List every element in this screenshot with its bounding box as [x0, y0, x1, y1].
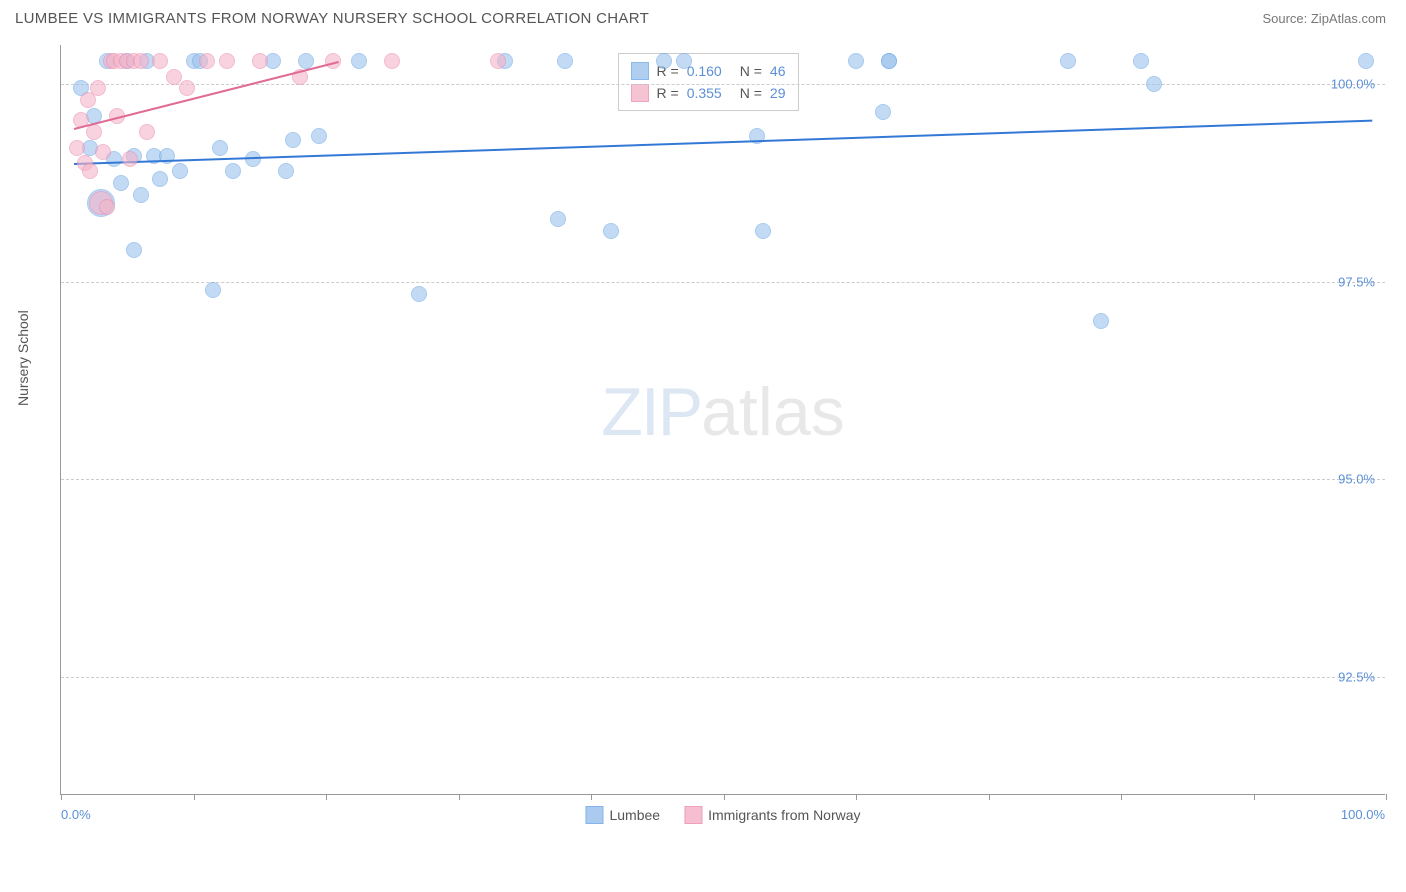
- legend-r-value: 0.160: [687, 63, 722, 79]
- data-point[interactable]: [656, 53, 672, 69]
- data-point[interactable]: [1133, 53, 1149, 69]
- watermark-zip: ZIP: [601, 374, 701, 450]
- data-point[interactable]: [351, 53, 367, 69]
- gridline: [61, 479, 1385, 480]
- y-tick-label: 100.0%: [1331, 77, 1375, 92]
- legend-bottom: Lumbee Immigrants from Norway: [585, 806, 860, 824]
- data-point[interactable]: [278, 163, 294, 179]
- data-point[interactable]: [95, 144, 111, 160]
- plot-area: ZIPatlas R =0.160N =46R =0.355N =29 Lumb…: [60, 45, 1385, 795]
- watermark-atlas: atlas: [701, 374, 845, 450]
- data-point[interactable]: [122, 151, 138, 167]
- legend-label: Lumbee: [609, 807, 660, 823]
- data-point[interactable]: [245, 151, 261, 167]
- x-tick: [724, 794, 725, 800]
- data-point[interactable]: [1093, 313, 1109, 329]
- legend-correlation: R =0.160N =46R =0.355N =29: [618, 53, 799, 111]
- legend-r-label: R =: [657, 85, 679, 101]
- data-point[interactable]: [82, 163, 98, 179]
- x-tick: [61, 794, 62, 800]
- data-point[interactable]: [212, 140, 228, 156]
- legend-n-value: 46: [770, 63, 786, 79]
- legend-n-label: N =: [740, 63, 762, 79]
- data-point[interactable]: [172, 163, 188, 179]
- legend-row: R =0.160N =46: [631, 60, 786, 82]
- legend-label: Immigrants from Norway: [708, 807, 860, 823]
- x-tick: [326, 794, 327, 800]
- data-point[interactable]: [1146, 76, 1162, 92]
- data-point[interactable]: [384, 53, 400, 69]
- data-point[interactable]: [133, 53, 149, 69]
- legend-item[interactable]: Lumbee: [585, 806, 660, 824]
- gridline: [61, 677, 1385, 678]
- data-point[interactable]: [126, 242, 142, 258]
- data-point[interactable]: [311, 128, 327, 144]
- data-point[interactable]: [69, 140, 85, 156]
- x-tick-label: 0.0%: [61, 807, 91, 822]
- chart-title: LUMBEE VS IMMIGRANTS FROM NORWAY NURSERY…: [15, 10, 649, 27]
- header: LUMBEE VS IMMIGRANTS FROM NORWAY NURSERY…: [0, 0, 1406, 32]
- data-point[interactable]: [557, 53, 573, 69]
- data-point[interactable]: [205, 282, 221, 298]
- x-tick: [1254, 794, 1255, 800]
- legend-swatch: [684, 806, 702, 824]
- y-axis-label: Nursery School: [15, 310, 31, 406]
- y-tick-label: 97.5%: [1338, 274, 1375, 289]
- data-point[interactable]: [490, 53, 506, 69]
- watermark: ZIPatlas: [601, 373, 844, 451]
- data-point[interactable]: [133, 187, 149, 203]
- legend-swatch: [631, 62, 649, 80]
- legend-r-value: 0.355: [687, 85, 722, 101]
- chart-container: Nursery School ZIPatlas R =0.160N =46R =…: [15, 45, 1391, 850]
- data-point[interactable]: [848, 53, 864, 69]
- data-point[interactable]: [179, 80, 195, 96]
- data-point[interactable]: [219, 53, 235, 69]
- data-point[interactable]: [603, 223, 619, 239]
- data-point[interactable]: [285, 132, 301, 148]
- legend-item[interactable]: Immigrants from Norway: [684, 806, 860, 824]
- x-tick: [1121, 794, 1122, 800]
- data-point[interactable]: [99, 199, 115, 215]
- data-point[interactable]: [298, 53, 314, 69]
- x-tick: [989, 794, 990, 800]
- data-point[interactable]: [550, 211, 566, 227]
- data-point[interactable]: [755, 223, 771, 239]
- data-point[interactable]: [166, 69, 182, 85]
- data-point[interactable]: [875, 104, 891, 120]
- trend-line: [74, 61, 339, 130]
- data-point[interactable]: [152, 53, 168, 69]
- legend-n-value: 29: [770, 85, 786, 101]
- data-point[interactable]: [90, 80, 106, 96]
- data-point[interactable]: [139, 124, 155, 140]
- y-tick-label: 92.5%: [1338, 669, 1375, 684]
- data-point[interactable]: [1060, 53, 1076, 69]
- data-point[interactable]: [252, 53, 268, 69]
- x-tick: [194, 794, 195, 800]
- data-point[interactable]: [225, 163, 241, 179]
- data-point[interactable]: [152, 171, 168, 187]
- data-point[interactable]: [676, 53, 692, 69]
- legend-swatch: [585, 806, 603, 824]
- x-tick: [1386, 794, 1387, 800]
- data-point[interactable]: [411, 286, 427, 302]
- data-point[interactable]: [881, 53, 897, 69]
- data-point[interactable]: [1358, 53, 1374, 69]
- trend-line: [74, 120, 1373, 165]
- y-tick-label: 95.0%: [1338, 472, 1375, 487]
- source-label: Source: ZipAtlas.com: [1262, 11, 1386, 26]
- gridline: [61, 84, 1385, 85]
- data-point[interactable]: [113, 175, 129, 191]
- x-tick-label: 100.0%: [1341, 807, 1385, 822]
- data-point[interactable]: [199, 53, 215, 69]
- legend-n-label: N =: [740, 85, 762, 101]
- x-tick: [459, 794, 460, 800]
- x-tick: [591, 794, 592, 800]
- x-tick: [856, 794, 857, 800]
- legend-swatch: [631, 84, 649, 102]
- gridline: [61, 282, 1385, 283]
